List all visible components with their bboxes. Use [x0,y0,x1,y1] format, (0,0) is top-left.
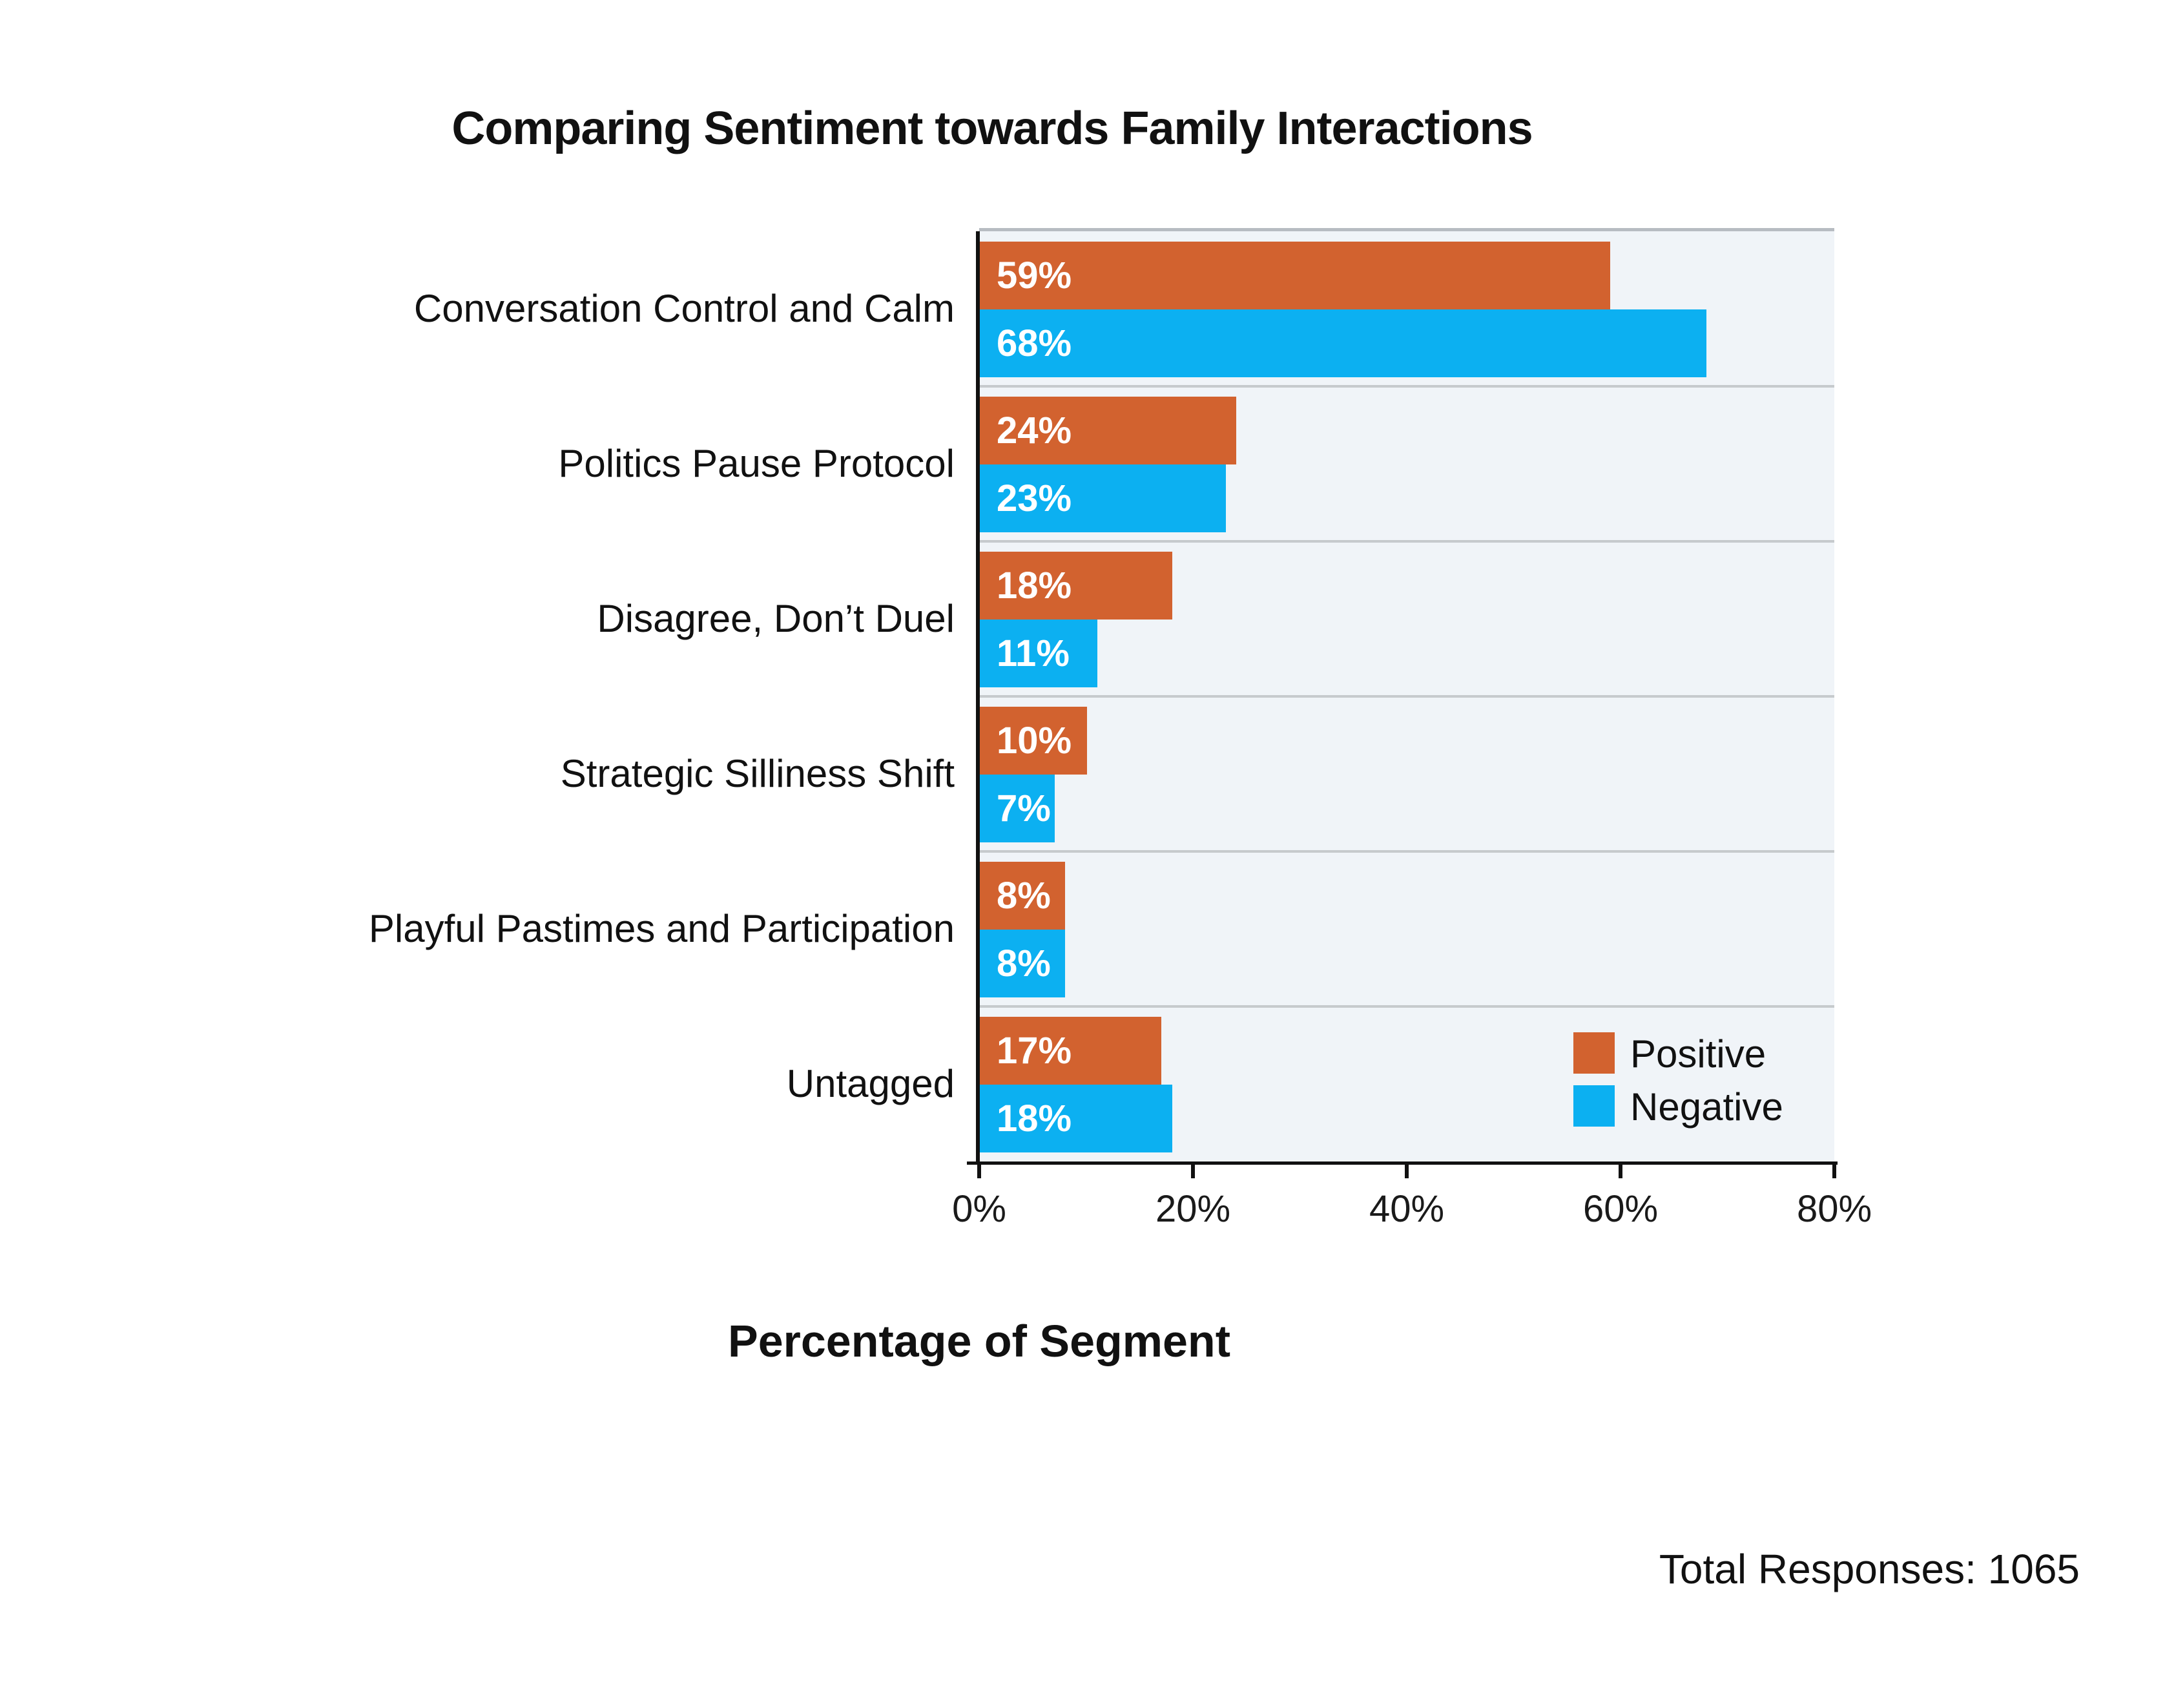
bar-value-label: 10% [997,720,1072,762]
x-tick-label: 20% [1155,1188,1231,1230]
x-tick-label: 60% [1582,1188,1659,1230]
bar-positive: 10% [980,707,1087,775]
bar-value-label: 18% [997,565,1072,607]
bar-negative: 68% [980,309,1706,377]
bar-positive: 59% [980,242,1610,309]
bar-value-label: 18% [997,1098,1072,1140]
category-label: Politics Pause Protocol [558,442,955,485]
bar-value-label: 8% [997,875,1051,917]
bar-value-label: 8% [997,943,1051,984]
bar-negative: 11% [980,620,1097,687]
x-tick-mark [1619,1161,1622,1178]
bar-negative: 18% [980,1085,1172,1152]
x-axis-line [967,1161,1838,1165]
gridline [979,1005,1834,1008]
bar-negative: 23% [980,464,1226,532]
bar-negative: 8% [980,930,1065,997]
x-axis-title: Percentage of Segment [728,1316,1230,1366]
legend-label: Positive [1630,1032,1766,1076]
x-tick-mark [977,1161,981,1178]
category-label: Untagged [786,1062,955,1105]
bar-positive: 24% [980,397,1236,464]
y-axis-line [976,231,980,1161]
x-tick-label: 80% [1796,1188,1872,1230]
legend-label: Negative [1630,1085,1783,1129]
gridline [979,850,1834,853]
bar-value-label: 68% [997,322,1072,364]
x-tick-mark [1832,1161,1836,1178]
gridline [979,385,1834,388]
positive-swatch-icon [1573,1032,1615,1074]
bar-negative: 7% [980,775,1055,842]
gridline [979,540,1834,543]
bar-value-label: 17% [997,1030,1072,1072]
bar-value-label: 24% [997,410,1072,452]
negative-swatch-icon [1573,1085,1615,1127]
x-tick-label: 0% [952,1188,1006,1230]
category-label: Conversation Control and Calm [413,287,955,330]
plot-top-border [979,228,1834,231]
x-tick-mark [1191,1161,1195,1178]
bar-positive: 17% [980,1017,1161,1085]
bar-value-label: 11% [997,632,1070,674]
bar-value-label: 59% [997,255,1072,297]
bar-value-label: 23% [997,477,1072,519]
total-responses-note: Total Responses: 1065 [1659,1546,2080,1592]
x-tick-label: 40% [1369,1188,1445,1230]
bar-positive: 18% [980,552,1172,620]
legend-item-negative: Negative [1573,1085,1783,1129]
chart-title: Comparing Sentiment towards Family Inter… [451,103,1533,154]
bar-value-label: 7% [997,787,1051,829]
category-label: Disagree, Don’t Duel [597,597,955,640]
x-tick-mark [1405,1161,1409,1178]
bar-positive: 8% [980,862,1065,930]
gridline [979,695,1834,698]
category-label: Strategic Silliness Shift [560,752,955,795]
legend-item-positive: Positive [1573,1032,1766,1076]
category-label: Playful Pastimes and Participation [368,907,955,950]
